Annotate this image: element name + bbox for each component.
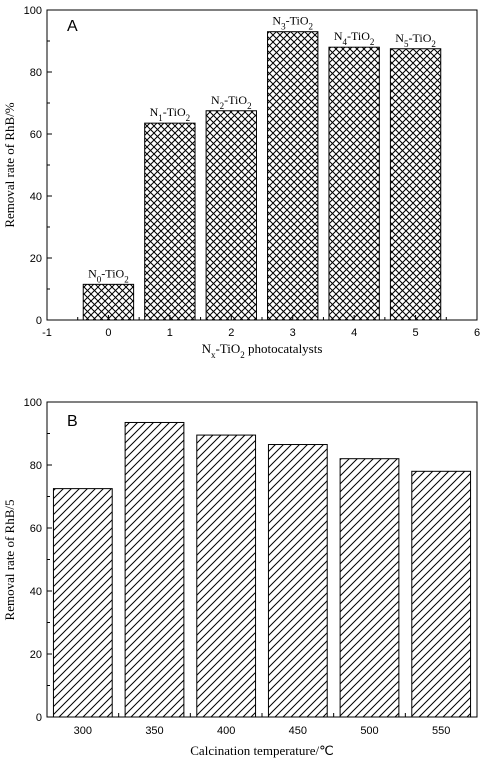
bar-a-label: N4-TiO2: [334, 29, 375, 47]
y-tick-label-a: 20: [30, 253, 42, 265]
panel-a-label: A: [67, 18, 78, 35]
x-tick-label-b: 300: [74, 725, 92, 737]
bar-a-label: N5-TiO2: [395, 31, 436, 49]
bar-a: [267, 31, 319, 321]
x-tick-label-a: 2: [228, 327, 234, 339]
y-tick-label-a: 0: [36, 315, 42, 327]
panel-b-axes: 300 350 400 450 500 550 0 20 40 60 80 100: [24, 397, 478, 737]
bar-a-label: N3-TiO2: [272, 14, 313, 32]
x-tick-label-a: 4: [351, 327, 357, 339]
y-tick-label-b: 0: [36, 712, 42, 724]
y-tick-label-a: 40: [30, 191, 42, 203]
y-tick-label-a: 60: [30, 129, 42, 141]
panel-a-xlabel: Nx-TiO2 photocatalysts: [202, 341, 323, 360]
y-tick-label-b: 100: [24, 397, 42, 409]
panel-b-ylabel: Removal rate of RhB/5: [2, 500, 17, 621]
x-tick-label-a: 5: [413, 327, 419, 339]
bar-a: [144, 122, 196, 321]
panel-b: B 300 350 400 450 500 550 0 20 40 60 80 100 Removal…: [2, 397, 478, 758]
panel-a-bars: N0-TiO2 N1-TiO2 N2-TiO2 N3-TiO2 N4-TiO2 N5-Ti…: [82, 14, 442, 321]
y-tick-label-b: 60: [30, 523, 42, 535]
bar-b: [339, 458, 400, 718]
y-tick-label-b: 20: [30, 649, 42, 661]
x-tick-label-b: 350: [145, 725, 163, 737]
x-tick-label-a: 3: [290, 327, 296, 339]
x-tick-label-a: 0: [105, 327, 111, 339]
bar-b: [124, 421, 185, 718]
bar-b: [411, 470, 472, 718]
bar-b: [196, 434, 257, 718]
x-tick-label-a: 6: [474, 327, 480, 339]
panel-a: A N0-TiO2 N1-TiO2 N2-TiO2 N3-TiO2 N4-TiO2 N5-…: [2, 5, 480, 360]
panel-b-bars: [52, 421, 472, 718]
y-tick-label-a: 80: [30, 67, 42, 79]
y-tick-label-a: 100: [24, 5, 42, 17]
bar-a-label: N2-TiO2: [211, 93, 252, 111]
x-tick-label-b: 550: [432, 725, 450, 737]
panel-b-xlabel: Calcination temperature/℃: [190, 743, 333, 758]
bar-a: [205, 110, 257, 321]
y-tick-label-b: 40: [30, 586, 42, 598]
x-tick-label-b: 400: [217, 725, 235, 737]
panel-a-ylabel: Removal rate of RhB/%: [2, 102, 17, 227]
x-tick-label-a: -1: [42, 327, 52, 339]
x-tick-label-b: 500: [360, 725, 378, 737]
bar-a-label: N0-TiO2: [88, 266, 129, 284]
panel-b-label: B: [67, 413, 78, 430]
bar-b: [52, 488, 113, 718]
x-tick-label-b: 450: [289, 725, 307, 737]
bar-a: [389, 48, 442, 321]
bar-a: [328, 46, 380, 321]
y-tick-label-b: 80: [30, 460, 42, 472]
bar-b: [267, 444, 328, 718]
bar-a-label: N1-TiO2: [150, 105, 191, 123]
x-tick-label-a: 1: [167, 327, 173, 339]
bar-a: [82, 283, 135, 321]
